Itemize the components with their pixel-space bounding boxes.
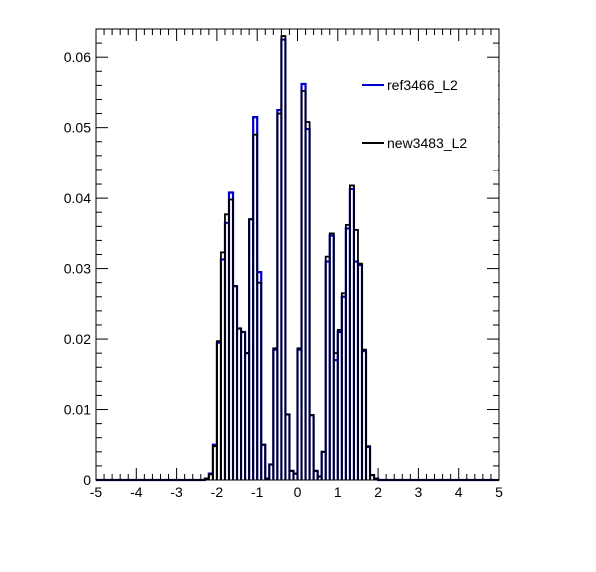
x-tick-label: -4 bbox=[130, 484, 143, 500]
series-layer bbox=[96, 35, 499, 482]
x-tick-label: 2 bbox=[374, 484, 382, 500]
x-tick-label: -3 bbox=[170, 484, 183, 500]
y-tick-label: 0.03 bbox=[64, 261, 91, 277]
axis-ticks bbox=[95, 28, 500, 481]
series-new3483_L2 bbox=[96, 35, 499, 481]
x-tick-label: 1 bbox=[334, 484, 342, 500]
series-outline-new3483_L2 bbox=[96, 35, 499, 481]
x-tick-label: -5 bbox=[90, 484, 103, 500]
x-tick-label: 4 bbox=[455, 484, 463, 500]
x-tick-label: -2 bbox=[211, 484, 224, 500]
legend-box bbox=[350, 65, 498, 170]
x-tick-label: 3 bbox=[415, 484, 423, 500]
legend-label-ref: ref3466_L2 bbox=[387, 77, 458, 93]
x-tick-label: -1 bbox=[251, 484, 264, 500]
y-tick-label: 0.05 bbox=[64, 120, 91, 136]
x-tick-label: 0 bbox=[294, 484, 302, 500]
y-tick-label: 0.04 bbox=[64, 190, 91, 206]
y-tick-label: 0.06 bbox=[64, 49, 91, 65]
legend-label-new: new3483_L2 bbox=[387, 135, 467, 151]
y-axis-tick-labels: 0 0.01 0.02 0.03 0.04 0.05 0.06 bbox=[64, 49, 91, 488]
x-axis-tick-labels: -5 -4 -3 -2 -1 0 1 2 3 4 5 bbox=[90, 484, 503, 500]
y-tick-label: 0.01 bbox=[64, 402, 91, 418]
x-tick-label: 5 bbox=[495, 484, 503, 500]
y-tick-label: 0 bbox=[83, 472, 91, 488]
y-tick-label: 0.02 bbox=[64, 331, 91, 347]
legend: ref3466_L2 new3483_L2 bbox=[350, 65, 498, 170]
